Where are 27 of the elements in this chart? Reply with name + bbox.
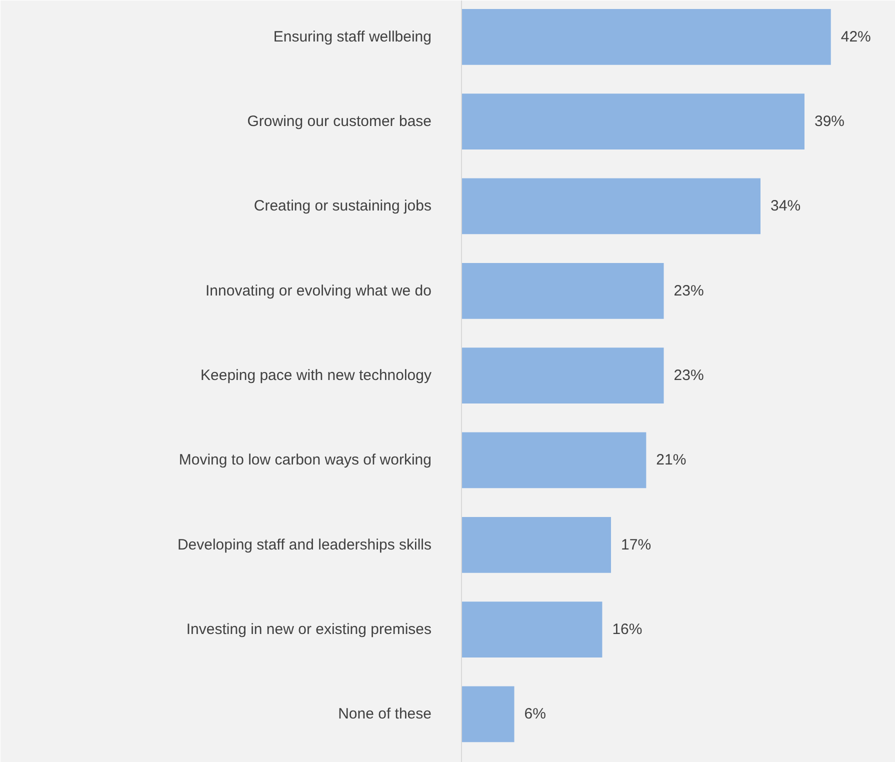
data-label: 23% [674,367,704,384]
data-label: 34% [770,198,801,215]
bar [462,262,664,319]
y-tick-label: Innovating or evolving what we do [206,282,432,300]
y-tick-label: Keeping pace with new technology [200,367,432,384]
data-label: 17% [621,536,652,554]
y-tick-label: Moving to low carbon ways of working [178,452,432,469]
bar [462,686,514,742]
y-tick-label: Creating or sustaining jobs [254,198,432,215]
bar [462,348,664,404]
y-tick-label: Growing our customer base [247,113,432,130]
data-label: 42% [840,28,871,46]
y-tick-label: Developing staff and leaderships skills [177,536,432,554]
bar [462,8,831,65]
bar [462,516,612,573]
y-tick-label: None of these [338,706,432,723]
data-label: 16% [612,621,642,638]
data-label: 6% [524,706,546,723]
bar [462,602,602,658]
bar [462,432,646,488]
y-tick-label: Ensuring staff wellbeing [273,28,432,46]
data-label: 23% [674,282,704,300]
bar [462,94,804,150]
bar [462,178,761,234]
data-label: 39% [814,113,845,130]
data-label: 21% [656,452,686,469]
y-tick-label: Investing in new or existing premises [186,621,432,638]
